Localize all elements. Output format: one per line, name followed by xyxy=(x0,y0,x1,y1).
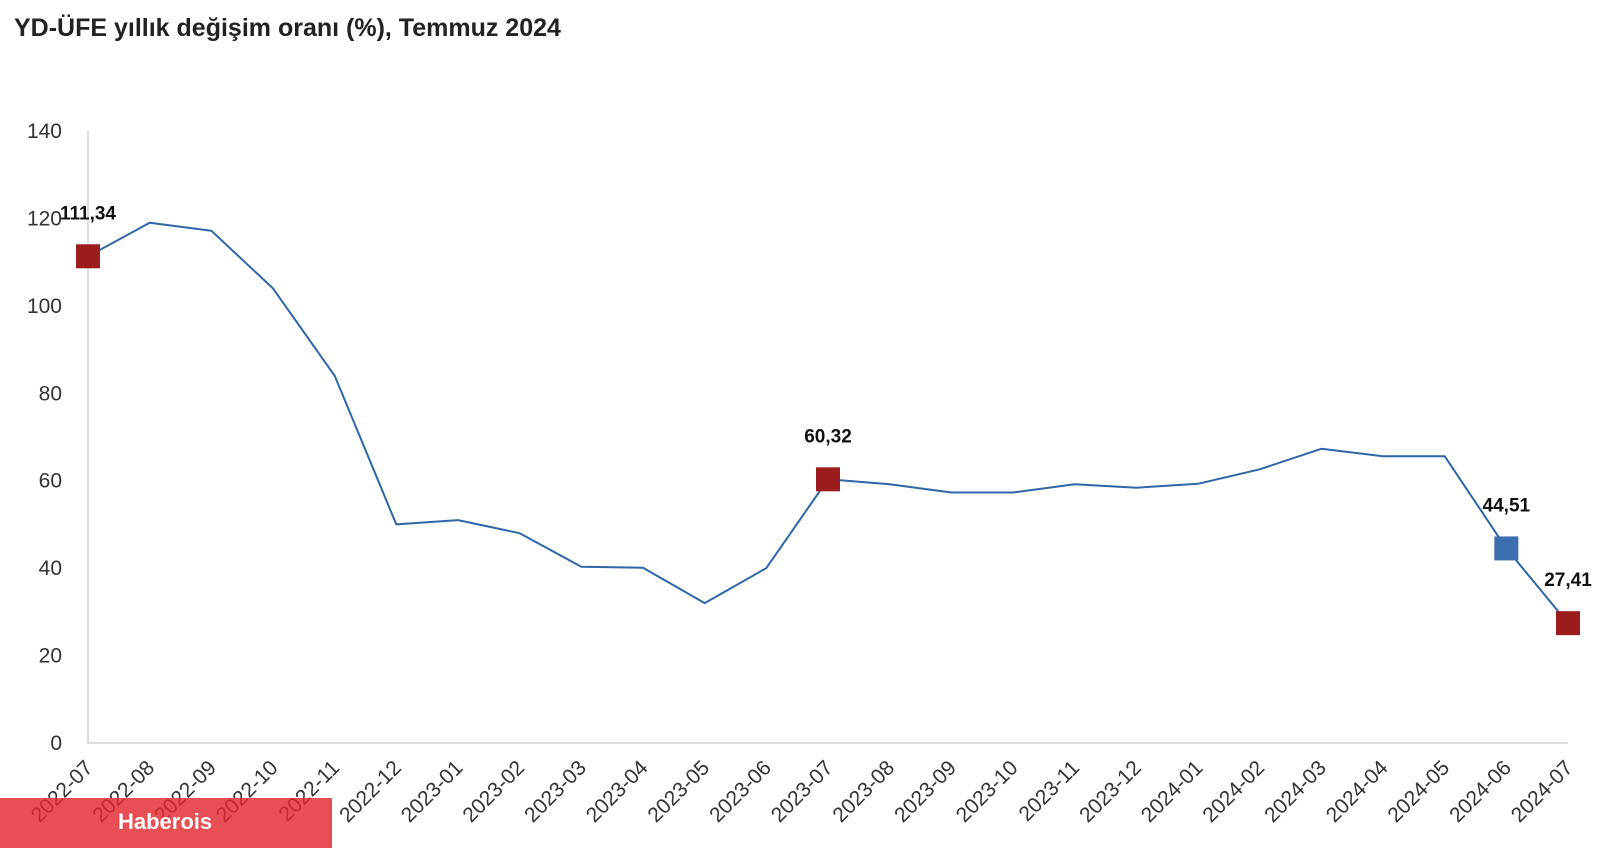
x-tick-label: 2023-07 xyxy=(767,756,838,827)
y-tick-label: 20 xyxy=(39,645,62,668)
x-tick-label: 2023-03 xyxy=(520,756,591,827)
data-point-marker xyxy=(816,467,840,492)
x-tick-label: 2024-05 xyxy=(1383,756,1454,827)
data-label: 111,34 xyxy=(60,203,116,224)
data-label: 27,41 xyxy=(1544,570,1592,591)
y-tick-label: 0 xyxy=(50,732,62,755)
x-tick-label: 2023-10 xyxy=(952,756,1023,827)
series-line xyxy=(87,221,1569,624)
x-tick-label: 2024-01 xyxy=(1137,756,1208,827)
y-tick-label: 80 xyxy=(39,382,62,405)
x-tick-label: 2023-11 xyxy=(1015,756,1085,826)
highlight-markers: 111,34 60,32 44,51 27,41 xyxy=(60,203,1592,636)
x-tick-label: 2024-06 xyxy=(1445,756,1516,827)
data-point-marker xyxy=(1556,611,1580,636)
y-axis: 0 20 40 60 80 100 120 140 xyxy=(27,120,89,755)
watermark-banner: Haberois xyxy=(0,798,332,848)
x-tick-label: 2023-02 xyxy=(458,756,529,827)
x-tick-label: 2023-06 xyxy=(705,756,776,827)
data-label: 60,32 xyxy=(804,426,852,447)
y-tick-label: 40 xyxy=(39,557,62,580)
x-tick-label: 2023-05 xyxy=(643,756,714,827)
y-tick-label: 100 xyxy=(27,295,62,318)
data-label: 44,51 xyxy=(1483,495,1531,516)
x-tick-label: 2024-04 xyxy=(1322,756,1393,827)
watermark-text: Haberois xyxy=(118,809,213,834)
x-tick-label: 2023-09 xyxy=(890,756,961,827)
y-tick-label: 60 xyxy=(39,470,62,493)
chart-title: YD-ÜFE yıllık değişim oranı (%), Temmuz … xyxy=(14,14,561,42)
data-point-marker xyxy=(1494,536,1519,561)
x-tick-label: 2024-07 xyxy=(1507,756,1578,827)
x-tick-label: 2023-08 xyxy=(828,756,899,827)
data-point-marker xyxy=(76,244,100,269)
series-line-group xyxy=(87,221,1569,624)
x-tick-label: 2022-12 xyxy=(335,756,406,827)
x-tick-label: 2023-01 xyxy=(397,756,468,827)
x-tick-label: 2023-04 xyxy=(582,756,653,827)
x-tick-label: 2024-02 xyxy=(1198,756,1269,827)
x-tick-label: 2024-03 xyxy=(1260,756,1331,827)
x-tick-label: 2023-12 xyxy=(1075,756,1146,827)
y-tick-label: 140 xyxy=(27,120,62,143)
y-tick-label: 120 xyxy=(27,207,62,230)
